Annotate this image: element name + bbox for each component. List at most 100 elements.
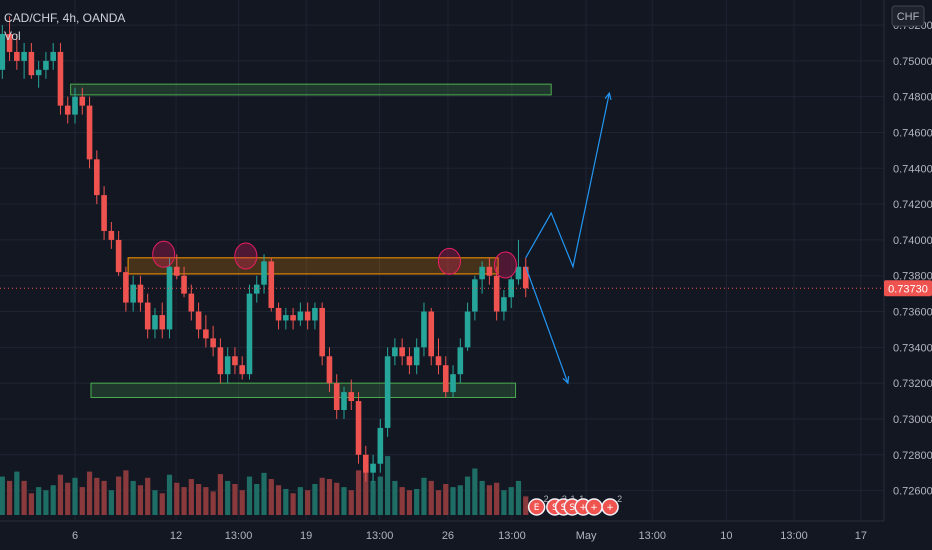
support-zone[interactable] [90,382,517,398]
candle-body [435,356,442,366]
projection-path[interactable] [525,92,610,269]
event-badge[interactable]: +2 [601,494,622,516]
volume-bar [232,484,238,515]
volume-bar [108,490,114,515]
candle-body [246,293,253,375]
event-badges[interactable]: E2S3S1S1+++2 [527,494,622,516]
candle-body [472,279,478,312]
volume-bar [188,479,194,515]
candle-body [159,315,166,330]
volume-bar [203,487,209,515]
candle-body [239,365,246,375]
volume-bar [348,490,354,515]
candle-body [115,239,122,273]
candle-body [261,261,267,285]
badge-count: 2 [617,494,622,504]
candle-body [399,347,405,357]
candle-body [130,284,136,303]
candle-body [457,347,464,375]
volume-bar [326,479,333,515]
volume-bar [152,490,158,515]
price-tick-label: 0.72600 [893,486,932,498]
candle-body [428,311,435,357]
volume-bar [421,477,427,515]
highlight-circle[interactable] [437,247,461,275]
projection-arrows[interactable] [525,91,612,385]
volume-bar [312,484,318,515]
price-tick-label: 0.73800 [893,271,932,283]
event-badge[interactable]: E2 [527,494,549,516]
volume-bar [43,490,49,515]
candle-body [283,315,289,321]
candle-body [326,356,333,384]
currency-button[interactable]: CHF [891,5,925,27]
volume-bar [261,472,267,515]
candle-body [21,51,27,61]
highlight-circles[interactable] [152,240,517,279]
time-tick-label: 13:00 [225,530,253,542]
candle-body [79,96,86,106]
volume-bar [268,479,274,515]
price-axis[interactable] [884,0,932,521]
projection-path[interactable] [525,266,569,384]
arrow-head-icon [604,91,612,101]
price-tick-label: 0.75000 [893,56,932,68]
candle-body [224,356,231,375]
volume-bar [166,474,173,515]
time-tick-label: 6 [72,530,78,542]
volume-bar [195,484,202,515]
volume-bar [457,485,463,515]
volume-bar [377,476,383,515]
volume-bar [65,482,71,515]
volume-bar [246,476,253,515]
candle-body [450,374,456,393]
arrow-head-icon [562,376,570,385]
candle-body [181,275,187,294]
volume-legend[interactable]: Vol [4,29,21,43]
axis-corner [884,521,932,550]
candle-body [86,105,93,160]
volume-bar [0,476,5,515]
candle-body [210,338,216,348]
time-tick-label: 10 [720,530,732,542]
candle-body [406,356,413,366]
highlight-circle[interactable] [234,242,258,270]
price-tick-label: 0.73200 [893,378,932,390]
volume-bar [145,477,151,515]
highlight-circle[interactable] [152,240,176,268]
zones[interactable] [70,83,552,398]
event-badge[interactable]: + [585,498,603,516]
badge-glyph: E [534,503,540,513]
volume-bar [472,468,478,515]
price-tick-label: 0.74400 [893,163,932,175]
last-price-tag: 0.73730 [884,280,932,297]
volume-bar [414,488,420,515]
volume-bar [137,485,144,515]
time-tick-label: 26 [442,530,454,542]
badge-glyph: S [569,503,575,513]
support-zone[interactable] [70,83,552,96]
volume-bar [508,487,514,515]
volume-bar [159,493,165,515]
time-axis-ticks: 6 12 13:00 19 13:00 26 13:00 May 13:00 10 13:00 17 [72,530,867,542]
volume-bar [464,476,471,515]
volume-bar [305,490,311,515]
candle-body [101,195,107,231]
volume-bar [94,477,100,515]
candle-body [43,60,49,70]
volume-bar [239,490,245,515]
earnings-icon [527,498,546,516]
volume-bar [123,470,129,515]
candle-body [253,284,260,294]
time-axis[interactable] [0,521,884,550]
volume-bar [72,477,78,515]
volume-bar [428,480,434,515]
symbol-title[interactable]: CAD/CHF, 4h, OANDA [4,11,125,25]
candle-body [486,266,493,276]
candle-body [108,230,115,240]
volume-bars [0,456,529,515]
volume-bar [399,487,405,515]
resistance-zone[interactable] [127,257,499,275]
highlight-circle[interactable] [493,251,517,279]
